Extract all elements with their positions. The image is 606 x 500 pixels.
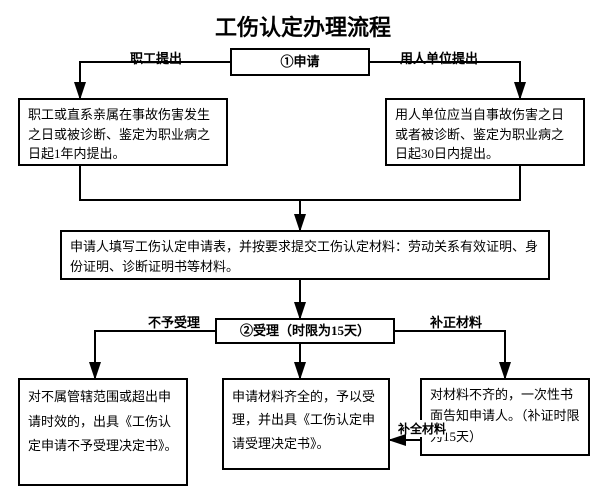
employer-text: 用人单位应当自事故伤害之日或者被诊断、鉴定为职业病之日起30日内提出。 <box>395 107 564 161</box>
label-employer-path: 用人单位提出 <box>400 48 478 67</box>
label-employee-path: 职工提出 <box>130 48 182 67</box>
incomplete-text: 对材料不齐的，一次性书面告知申请人。（补证时限为15天） <box>430 387 580 444</box>
box-apply: ①申请 <box>230 48 370 76</box>
label-supplement: 补正材料 <box>430 312 482 331</box>
box-reject: 对不属管辖范围或超出申请时效的，出具《工伤认定申请不予受理决定书》。 <box>18 378 188 486</box>
box-incomplete: 对材料不齐的，一次性书面告知申请人。（补证时限为15天） <box>420 378 590 456</box>
accept-text: ②受理（时限为15天） <box>240 321 370 341</box>
label-reject: 不予受理 <box>148 312 200 331</box>
box-employee: 职工或直系亲属在事故伤害发生之日或被诊断、鉴定为职业病之日起1年内提出。 <box>18 98 228 166</box>
box-materials: 申请人填写工伤认定申请表，并按要求提交工伤认定材料：劳动关系有效证明、身份证明、… <box>60 230 550 280</box>
reject-text: 对不属管辖范围或超出申请时效的，出具《工伤认定申请不予受理决定书》。 <box>28 389 178 453</box>
page-title: 工伤认定办理流程 <box>215 10 391 42</box>
label-supplement-back: 补全材料 <box>398 420 446 437</box>
apply-text: ①申请 <box>280 52 319 72</box>
box-accept: ②受理（时限为15天） <box>215 318 395 344</box>
materials-text: 申请人填写工伤认定申请表，并按要求提交工伤认定材料：劳动关系有效证明、身份证明、… <box>70 239 538 274</box>
employee-text: 职工或直系亲属在事故伤害发生之日或被诊断、鉴定为职业病之日起1年内提出。 <box>28 107 210 161</box>
box-employer: 用人单位应当自事故伤害之日或者被诊断、鉴定为职业病之日起30日内提出。 <box>385 98 585 166</box>
complete-text: 申请材料齐全的，予以受理，并出具《工伤认定申请受理决定书》。 <box>232 389 375 451</box>
box-complete: 申请材料齐全的，予以受理，并出具《工伤认定申请受理决定书》。 <box>222 378 390 470</box>
